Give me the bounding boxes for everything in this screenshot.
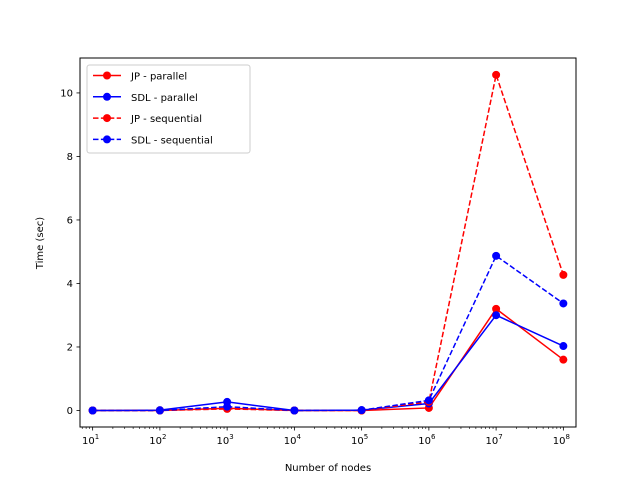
x-tick-exponent: 1 (95, 433, 99, 441)
x-tick-base: 10 (553, 436, 566, 447)
data-point (559, 355, 568, 364)
x-axis-title: Number of nodes (285, 463, 371, 474)
data-point (559, 270, 568, 279)
data-point (357, 406, 366, 415)
x-tick-exponent: 8 (565, 433, 569, 441)
data-point (155, 406, 164, 415)
y-tick-label: 0 (67, 406, 73, 417)
x-tick-exponent: 4 (297, 433, 302, 441)
x-tick-label: 102 (149, 433, 166, 447)
data-point (88, 406, 97, 415)
series-line (92, 314, 564, 412)
x-tick-label: 105 (351, 433, 368, 447)
x-tick-exponent: 2 (162, 433, 166, 441)
x-axis: 101 102 103 104 105 106 107 108 (81, 427, 570, 447)
x-tick-exponent: 7 (498, 433, 502, 441)
y-axis-title: Time (sec) (35, 217, 46, 270)
data-point (492, 311, 501, 320)
x-tick-label: 106 (418, 433, 436, 447)
x-tick-label: 101 (82, 433, 99, 447)
data-point (492, 251, 501, 260)
x-tick-base: 10 (217, 436, 230, 447)
legend-label: SDL - sequential (131, 135, 213, 146)
y-tick-label: 4 (67, 279, 73, 290)
y-tick-label: 8 (67, 152, 73, 163)
x-tick-base: 10 (82, 436, 95, 447)
x-tick-base: 10 (486, 436, 499, 447)
legend-marker (103, 114, 111, 123)
plot-series (88, 70, 568, 415)
x-tick-label: 107 (486, 433, 503, 447)
x-tick-base: 10 (284, 436, 297, 447)
legend-marker (103, 71, 111, 80)
x-tick-exponent: 6 (431, 433, 436, 441)
y-tick-label: 6 (67, 215, 73, 226)
legend-marker (103, 135, 111, 144)
legend: JP - parallel SDL - parallel JP - sequenti… (86, 64, 251, 154)
series-line (92, 307, 564, 412)
x-tick-label: 103 (217, 433, 234, 447)
legend-box (86, 64, 251, 154)
legend-label: JP - sequential (130, 114, 202, 125)
data-point (492, 304, 501, 313)
x-tick-label: 108 (553, 433, 570, 447)
x-tick-exponent: 5 (364, 433, 368, 441)
series-line (92, 254, 564, 412)
x-tick-base: 10 (418, 436, 431, 447)
data-point (492, 70, 501, 79)
data-point (223, 402, 232, 411)
data-point (424, 396, 433, 405)
y-tick-label: 2 (67, 342, 73, 353)
y-axis: 0 2 4 6 8 10 (60, 88, 80, 417)
x-tick-base: 10 (149, 436, 162, 447)
y-tick-label: 10 (60, 88, 73, 99)
x-tick-base: 10 (351, 436, 364, 447)
x-tick-exponent: 3 (229, 433, 233, 441)
legend-label: SDL - parallel (131, 93, 198, 104)
data-point (290, 406, 299, 415)
legend-label: JP - parallel (130, 72, 187, 83)
x-tick-label: 104 (284, 433, 302, 447)
legend-marker (103, 92, 111, 101)
data-point (559, 299, 568, 308)
plot-frame (79, 57, 577, 428)
data-point (559, 342, 568, 351)
